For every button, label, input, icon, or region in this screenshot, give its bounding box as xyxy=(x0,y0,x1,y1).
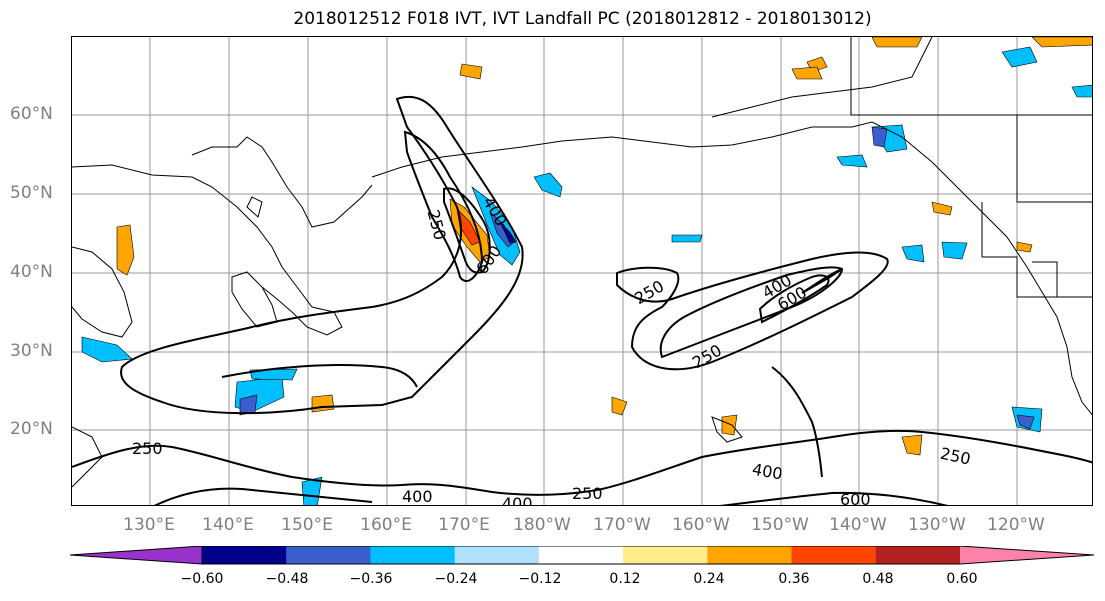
lon-label: 140°E xyxy=(202,515,254,535)
lon-label: 130°E xyxy=(123,515,175,535)
colorbar-outline xyxy=(70,546,1094,565)
colorbar-segment xyxy=(875,546,961,564)
lat-label: 20°N xyxy=(10,419,53,439)
colorbar-tick: 0.48 xyxy=(862,571,894,587)
colorbar-tick: 0.12 xyxy=(609,571,641,587)
contour-label: 250 xyxy=(132,439,163,458)
colorbar-tick: 0.24 xyxy=(693,571,725,587)
lat-label: 50°N xyxy=(10,183,53,203)
colorbar-tick: −0.60 xyxy=(180,571,224,587)
colorbar-segment xyxy=(454,546,540,564)
colorbar-tick: −0.24 xyxy=(434,571,478,587)
colorbar-segment xyxy=(202,546,287,564)
contour-label: 400 xyxy=(751,460,784,484)
lon-label: 120°W xyxy=(987,515,1045,535)
lon-label: 150°W xyxy=(751,515,809,535)
lon-label: 140°W xyxy=(829,515,887,535)
colorbar-segment xyxy=(538,546,624,564)
contour-label: 250 xyxy=(631,276,667,308)
map-canvas: 250 250 250 250 250 250 400 400 400 400 … xyxy=(72,37,1092,506)
contour-label: 250 xyxy=(423,208,449,242)
colorbar-segment xyxy=(707,546,793,564)
map-title: 2018012512 F018 IVT, IVT Landfall PC (20… xyxy=(293,9,872,29)
lon-label: 160°E xyxy=(360,515,412,535)
colorbar-segment xyxy=(286,546,371,564)
contour-label: 250 xyxy=(939,444,973,469)
colorbar-tick: −0.12 xyxy=(518,571,562,587)
colorbar-segment xyxy=(370,546,456,564)
contour-label: 600 xyxy=(840,490,871,506)
lon-label: 160°W xyxy=(672,515,730,535)
lon-label: 170°W xyxy=(593,515,651,535)
colorbar-tick: −0.36 xyxy=(349,571,393,587)
lat-label: 40°N xyxy=(10,262,53,282)
colorbar-segments xyxy=(70,546,1094,564)
colorbar-tick: −0.48 xyxy=(265,571,309,587)
lon-label: 170°E xyxy=(438,515,490,535)
colorbar-tick: 0.60 xyxy=(946,571,978,587)
graticule xyxy=(72,37,1092,505)
map-panel: 250 250 250 250 250 250 400 400 400 400 … xyxy=(71,36,1093,506)
lat-label: 60°N xyxy=(10,104,53,124)
contour-label: 400 xyxy=(402,487,433,506)
colorbar xyxy=(70,546,1094,565)
colorbar-segment xyxy=(960,546,1094,564)
colorbar-tick: 0.36 xyxy=(778,571,810,587)
pc-anomaly-shading xyxy=(81,37,1092,505)
lon-label: 130°W xyxy=(908,515,966,535)
coastlines xyxy=(72,37,1092,488)
ivt-contours xyxy=(72,95,1092,505)
colorbar-segment xyxy=(623,546,708,564)
lat-label: 30°N xyxy=(10,341,53,361)
lon-label: 150°E xyxy=(281,515,333,535)
contour-label-group: 250 250 250 250 250 250 400 400 400 400 … xyxy=(132,193,973,506)
contour-label: 250 xyxy=(572,484,603,503)
colorbar-segment xyxy=(791,546,877,564)
colorbar-segment xyxy=(70,546,202,564)
lon-label: 180°W xyxy=(513,515,571,535)
contour-label: 400 xyxy=(502,494,533,506)
